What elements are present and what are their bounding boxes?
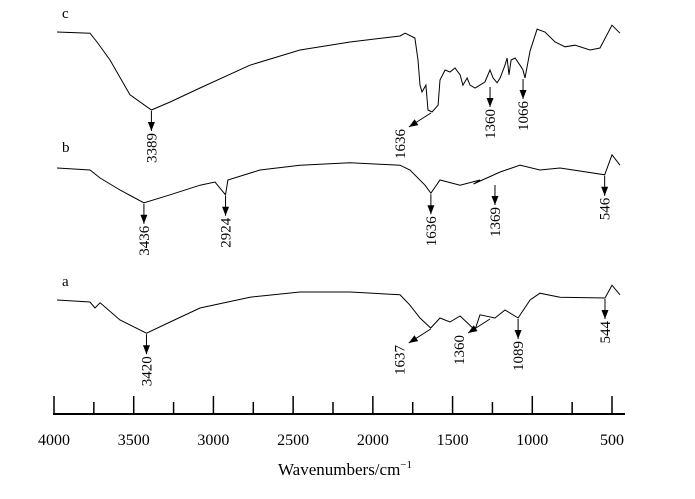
- annotation-b-1636: 1636: [424, 194, 440, 246]
- x-axis-label: Wavenumbers/cm−1: [278, 459, 412, 479]
- arrow-head-icon: [408, 335, 419, 343]
- arrow-head-icon: [514, 330, 522, 339]
- series-label-a: a: [62, 274, 69, 290]
- peak-label: 544: [598, 321, 614, 344]
- annotation-b-2924: 2924: [219, 195, 235, 248]
- arrow-head-icon: [519, 90, 527, 99]
- peak-label: 2924: [219, 217, 235, 248]
- annotation-c-1066: 1066: [516, 79, 532, 131]
- peak-label: 1369: [488, 207, 504, 237]
- x-tick-label: 1000: [516, 432, 548, 449]
- x-tick-label: 2000: [357, 432, 389, 449]
- arrow-head-icon: [468, 325, 478, 333]
- x-tick-label: 2500: [277, 432, 309, 449]
- peak-label: 3436: [137, 225, 153, 256]
- peak-label: 1636: [424, 216, 440, 247]
- arrow-head-icon: [408, 119, 419, 127]
- annotation-a-3420: 3420: [139, 334, 155, 386]
- annotation-c-1360: 1360: [483, 87, 499, 139]
- annotation-a-1637: 1637: [393, 328, 431, 376]
- annotation-a-544: 544: [598, 299, 614, 344]
- peak-label: 546: [598, 197, 614, 220]
- series-label-b: b: [62, 140, 70, 156]
- annotation-b-3436: 3436: [137, 203, 153, 256]
- arrow-head-icon: [147, 122, 155, 131]
- x-tick-label: 3000: [197, 432, 229, 449]
- arrow-head-icon: [140, 214, 148, 224]
- annotation-c-1636: 1636: [393, 112, 432, 160]
- arrow-head-icon: [491, 196, 499, 205]
- x-tick-label: 3500: [118, 432, 150, 449]
- peak-label: 3420: [139, 356, 155, 386]
- spectrum-a: [56, 284, 621, 334]
- peak-label: 1360: [452, 335, 468, 365]
- x-tick-label: 4000: [38, 432, 70, 449]
- peak-label: 1066: [516, 101, 532, 132]
- arrow-head-icon: [601, 186, 609, 196]
- arrow-head-icon: [486, 98, 494, 107]
- x-tick-label: 1500: [437, 432, 469, 449]
- arrow-head-icon: [142, 345, 150, 355]
- peak-label: 1636: [393, 129, 409, 160]
- x-tick-label: 500: [600, 432, 624, 449]
- spectrum-c: [56, 24, 621, 113]
- annotation-c-3389: 3389: [144, 111, 160, 163]
- arrow-head-icon: [222, 206, 230, 216]
- annotation-a-1089: 1089: [511, 319, 527, 371]
- annotation-a-1360: 1360: [452, 318, 491, 365]
- arrow-head-icon: [427, 205, 435, 215]
- peak-label: 3389: [144, 133, 160, 163]
- spectra: c b a: [56, 6, 621, 334]
- arrow-head-icon: [601, 310, 609, 319]
- x-axis: 4000 3500 3000 2500 2000 1500 1000 500: [38, 396, 625, 449]
- series-label-c: c: [62, 6, 69, 22]
- annotation-b-1369: 1369: [488, 185, 504, 237]
- peak-annotations: 3389 1636 1360 1066 3436 2924 1636 1369 546 3420 1…: [137, 79, 614, 386]
- peak-label: 1360: [483, 109, 499, 139]
- peak-label: 1637: [393, 345, 409, 376]
- peak-label: 1089: [511, 341, 527, 371]
- annotation-b-546: 546: [598, 175, 614, 220]
- spectrum-b: [56, 153, 621, 204]
